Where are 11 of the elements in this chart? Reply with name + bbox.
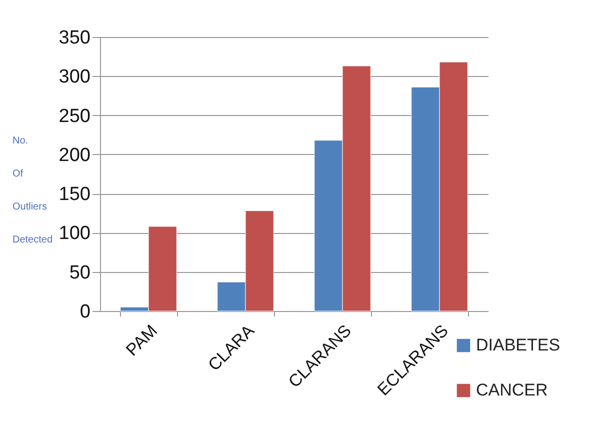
y-tick-label: 300 xyxy=(58,66,90,88)
y-tick-label: 50 xyxy=(69,262,90,284)
y-tick-label: 250 xyxy=(58,106,90,127)
text: No. Of Outliers Detected xyxy=(12,136,53,246)
legend-label: CANCER xyxy=(476,380,548,400)
y-tick-label: 150 xyxy=(58,184,90,206)
y-tick-label: 350 xyxy=(58,28,90,48)
y-tick-label: 100 xyxy=(58,223,90,244)
legend-label: DIABETES xyxy=(476,336,560,354)
y-tick-label: 200 xyxy=(58,144,90,166)
y-tick-label: 0 xyxy=(80,302,90,322)
